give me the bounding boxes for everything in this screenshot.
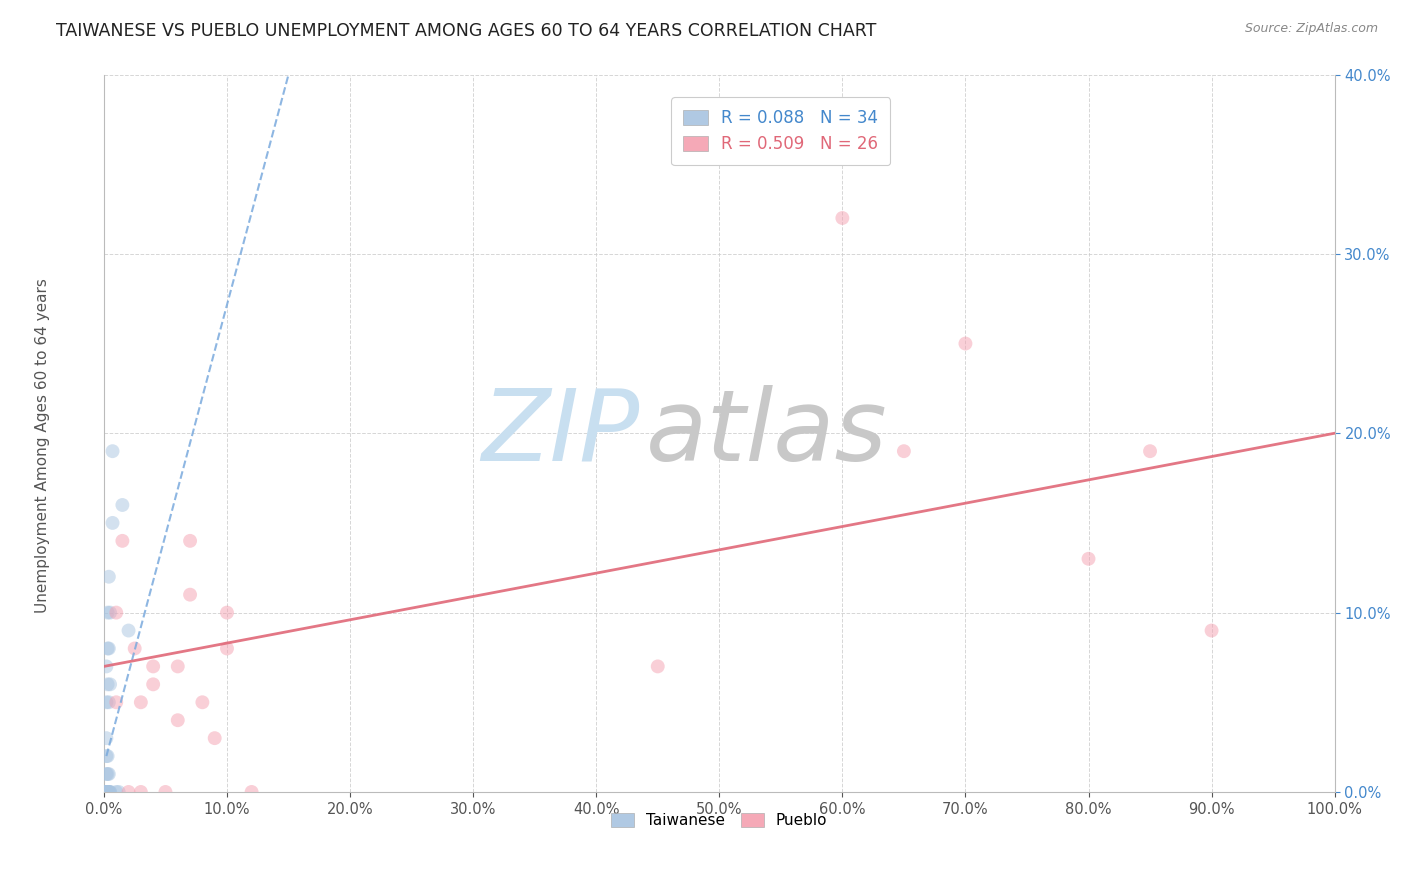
Point	[240, 785, 263, 799]
Point	[129, 695, 152, 709]
Point	[1077, 551, 1099, 566]
Point	[98, 785, 121, 799]
Point	[97, 749, 120, 764]
Point	[97, 785, 120, 799]
Point	[179, 588, 201, 602]
Text: TAIWANESE VS PUEBLO UNEMPLOYMENT AMONG AGES 60 TO 64 YEARS CORRELATION CHART: TAIWANESE VS PUEBLO UNEMPLOYMENT AMONG A…	[56, 22, 876, 40]
Point	[101, 516, 124, 530]
Point	[955, 336, 977, 351]
Text: Source: ZipAtlas.com: Source: ZipAtlas.com	[1244, 22, 1378, 36]
Point	[97, 785, 120, 799]
Point	[97, 785, 120, 799]
Text: atlas: atlas	[645, 384, 887, 482]
Point	[101, 444, 124, 458]
Point	[647, 659, 669, 673]
Text: ZIP: ZIP	[481, 384, 640, 482]
Point	[166, 713, 188, 727]
Point	[96, 785, 118, 799]
Point	[107, 785, 129, 799]
Point	[111, 533, 134, 548]
Point	[117, 624, 139, 638]
Point	[1201, 624, 1223, 638]
Point	[96, 767, 118, 781]
Point	[191, 695, 214, 709]
Legend: Taiwanese, Pueblo: Taiwanese, Pueblo	[605, 807, 834, 835]
Point	[129, 785, 152, 799]
Point	[142, 659, 165, 673]
Point	[98, 785, 121, 799]
Point	[98, 677, 121, 691]
Point	[111, 498, 134, 512]
Point	[179, 533, 201, 548]
Point	[96, 785, 118, 799]
Point	[97, 606, 120, 620]
Point	[96, 731, 118, 746]
Point	[97, 641, 120, 656]
Point	[204, 731, 226, 746]
Point	[142, 677, 165, 691]
Point	[96, 749, 118, 764]
Point	[96, 695, 118, 709]
Point	[117, 785, 139, 799]
Point	[124, 641, 146, 656]
Point	[96, 785, 118, 799]
Point	[98, 606, 121, 620]
Point	[96, 785, 118, 799]
Point	[166, 659, 188, 673]
Point	[97, 695, 120, 709]
Point	[97, 785, 120, 799]
Point	[97, 641, 120, 656]
Point	[155, 785, 177, 799]
Text: Unemployment Among Ages 60 to 64 years: Unemployment Among Ages 60 to 64 years	[35, 278, 49, 614]
Point	[893, 444, 915, 458]
Point	[97, 767, 120, 781]
Point	[105, 785, 128, 799]
Point	[96, 659, 118, 673]
Point	[215, 641, 238, 656]
Point	[105, 695, 128, 709]
Point	[96, 785, 118, 799]
Point	[831, 211, 853, 225]
Point	[97, 677, 120, 691]
Point	[97, 785, 120, 799]
Point	[1139, 444, 1161, 458]
Point	[105, 606, 128, 620]
Point	[215, 606, 238, 620]
Point	[97, 570, 120, 584]
Point	[97, 767, 120, 781]
